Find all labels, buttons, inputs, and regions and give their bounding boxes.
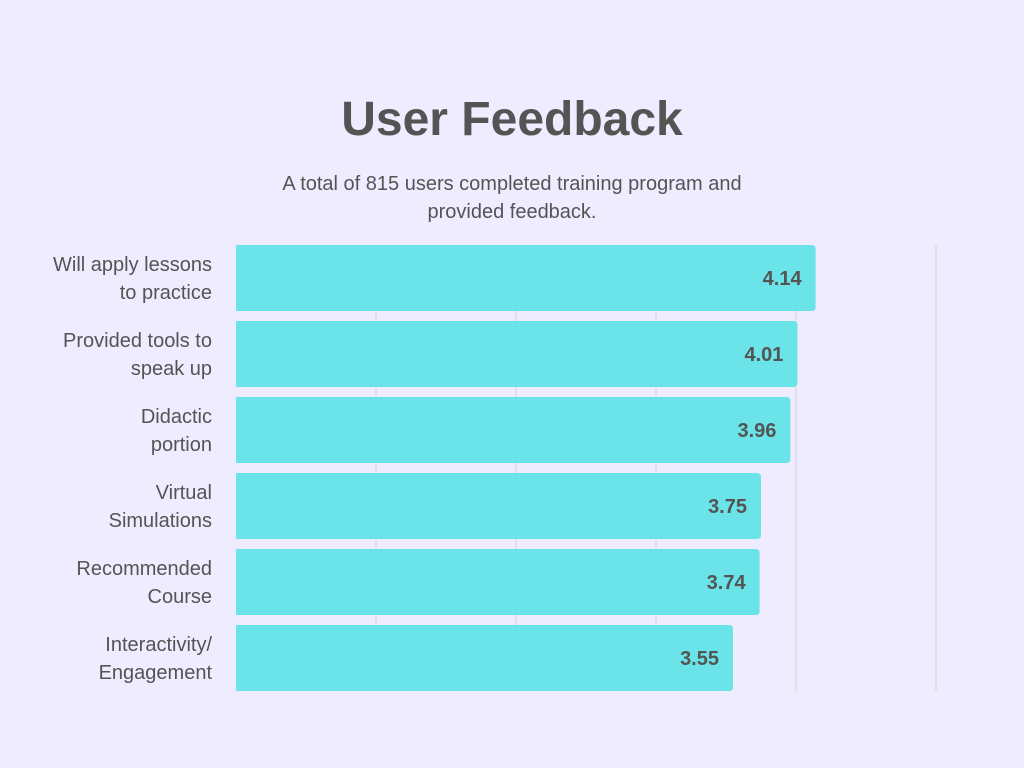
category-label: speak up — [131, 358, 212, 380]
category-label: Didactic — [141, 406, 212, 428]
bar-value-label: 4.01 — [744, 344, 783, 366]
bar-value-label: 3.74 — [707, 572, 747, 594]
category-label: Recommended — [76, 558, 212, 580]
category-label: to practice — [120, 282, 212, 304]
bar — [236, 245, 816, 311]
bar-value-label: 4.14 — [763, 268, 803, 290]
bar — [236, 549, 760, 615]
bars: 4.14 4.01 3.96 3.75 3.74 3.55 — [236, 245, 816, 691]
bar-value-label: 3.75 — [708, 496, 747, 518]
bar — [236, 397, 791, 463]
category-label: Simulations — [109, 510, 212, 532]
category-label: Provided tools to — [63, 330, 212, 352]
bar — [236, 321, 798, 387]
category-label: portion — [151, 434, 212, 456]
category-label: Course — [148, 586, 212, 608]
bar-value-label: 3.96 — [737, 420, 776, 442]
chart-title: User Feedback — [341, 93, 683, 146]
bar — [236, 473, 761, 539]
category-label: Virtual — [156, 482, 212, 504]
gridlines — [375, 245, 937, 691]
category-label: Engagement — [99, 662, 213, 684]
chart-subtitle: A total of 815 users completed training … — [282, 173, 742, 223]
category-label: Interactivity/ — [105, 634, 212, 656]
bar — [236, 625, 733, 691]
category-labels: Will apply lessons to practice Provided to… — [53, 254, 212, 684]
bar-value-label: 3.55 — [680, 648, 719, 670]
category-label: Will apply lessons — [53, 254, 212, 276]
